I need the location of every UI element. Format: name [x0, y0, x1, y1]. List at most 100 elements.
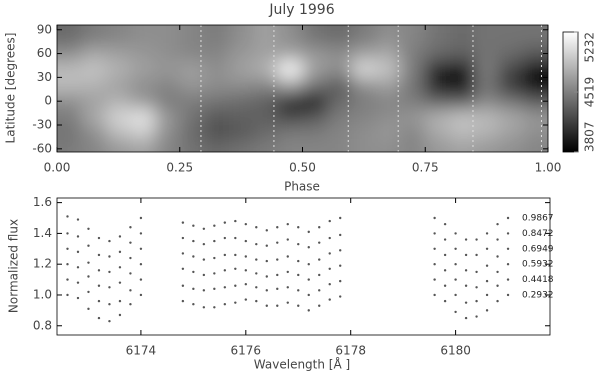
- flux-point: [118, 266, 122, 269]
- flux-point: [244, 255, 248, 258]
- map-cell: [81, 93, 107, 110]
- map-cell: [57, 109, 83, 126]
- map-cell: [425, 25, 451, 47]
- chart-title: July 1996: [268, 2, 334, 18]
- map-cell: [327, 109, 353, 126]
- flux-point: [276, 226, 279, 229]
- map-cell: [498, 140, 524, 152]
- flux-point: [496, 284, 499, 287]
- flux-point: [181, 252, 185, 255]
- y-axis-label: Latitude [degrees]: [4, 33, 18, 144]
- flux-point: [87, 307, 90, 311]
- flux-point: [307, 278, 310, 281]
- map-cell: [351, 45, 377, 63]
- flux-point: [234, 284, 237, 287]
- flux-point: [307, 262, 310, 266]
- map-cell: [277, 140, 303, 152]
- flux-point: [118, 313, 122, 317]
- map-cell: [155, 140, 181, 152]
- map-cell: [277, 125, 303, 142]
- x-tick-label: 1.00: [535, 161, 562, 175]
- map-cell: [106, 77, 132, 94]
- map-cell: [106, 45, 132, 63]
- flux-point: [234, 253, 237, 257]
- flux-point: [318, 289, 321, 292]
- flux-point: [286, 270, 289, 274]
- flux-point: [265, 229, 268, 232]
- map-cell: [523, 125, 548, 142]
- map-cell: [179, 140, 205, 152]
- map-cell: [400, 61, 426, 78]
- flux-point: [192, 255, 195, 258]
- map-cell: [57, 61, 83, 78]
- flux-point: [339, 249, 342, 252]
- flux-point: [181, 221, 185, 224]
- flux-point: [118, 250, 122, 254]
- map-cell: [155, 61, 181, 78]
- flux-point: [255, 286, 258, 289]
- y-tick-label: 1.4: [33, 226, 52, 240]
- flux-point: [328, 298, 331, 301]
- flux-point: [328, 219, 331, 223]
- flux-point: [202, 242, 206, 246]
- map-cell: [425, 77, 451, 94]
- map-cell: [81, 109, 107, 126]
- map-cell: [474, 125, 500, 142]
- map-cell: [277, 45, 303, 63]
- x-tick-label: 0.25: [166, 161, 193, 175]
- map-cell: [179, 77, 205, 94]
- flux-point: [213, 256, 216, 260]
- map-cell: [327, 61, 353, 78]
- flux-point: [76, 266, 80, 269]
- flux-point: [307, 246, 310, 249]
- map-cell: [351, 140, 377, 152]
- flux-point: [433, 232, 436, 235]
- flux-point: [181, 267, 185, 271]
- map-cell: [277, 109, 303, 126]
- map-cell: [253, 45, 279, 63]
- map-cell: [228, 140, 254, 152]
- flux-point: [485, 264, 489, 267]
- flux-point: [265, 244, 268, 247]
- flux-point: [129, 303, 132, 306]
- map-cell: [449, 109, 475, 126]
- flux-point: [506, 262, 510, 266]
- flux-point: [76, 296, 80, 300]
- flux-point: [464, 253, 468, 257]
- flux-point: [139, 293, 143, 297]
- flux-point: [485, 232, 489, 235]
- map-cell: [302, 25, 328, 47]
- map-cell: [474, 25, 500, 47]
- map-cell: [400, 125, 426, 142]
- flux-point: [318, 304, 321, 307]
- map-cell: [228, 109, 254, 126]
- x-axis-label: Phase: [284, 180, 320, 194]
- map-cell: [523, 140, 548, 152]
- flux-point: [87, 290, 90, 294]
- map-cell: [228, 77, 254, 94]
- map-cell: [155, 77, 181, 94]
- flux-point: [255, 242, 258, 246]
- x-tick-label: 6180: [440, 344, 471, 358]
- flux-point: [108, 319, 111, 323]
- flux-point: [485, 247, 489, 250]
- flux-point: [244, 269, 248, 272]
- map-cell: [400, 77, 426, 94]
- flux-point: [192, 303, 195, 306]
- map-cell: [302, 140, 328, 152]
- flux-point: [87, 275, 90, 278]
- x-tick-label: 0.50: [289, 161, 316, 175]
- map-cell: [204, 77, 230, 94]
- x-tick-label: 0.75: [412, 161, 439, 175]
- map-cell: [81, 140, 107, 152]
- map-cell: [449, 140, 475, 152]
- flux-point: [244, 222, 248, 226]
- map-cell: [81, 61, 107, 78]
- flux-point: [66, 262, 69, 266]
- phase-label: 0.2932: [522, 290, 554, 300]
- flux-point: [328, 267, 331, 271]
- map-cell: [449, 45, 475, 63]
- flux-point: [485, 309, 489, 312]
- flux-point: [139, 247, 143, 250]
